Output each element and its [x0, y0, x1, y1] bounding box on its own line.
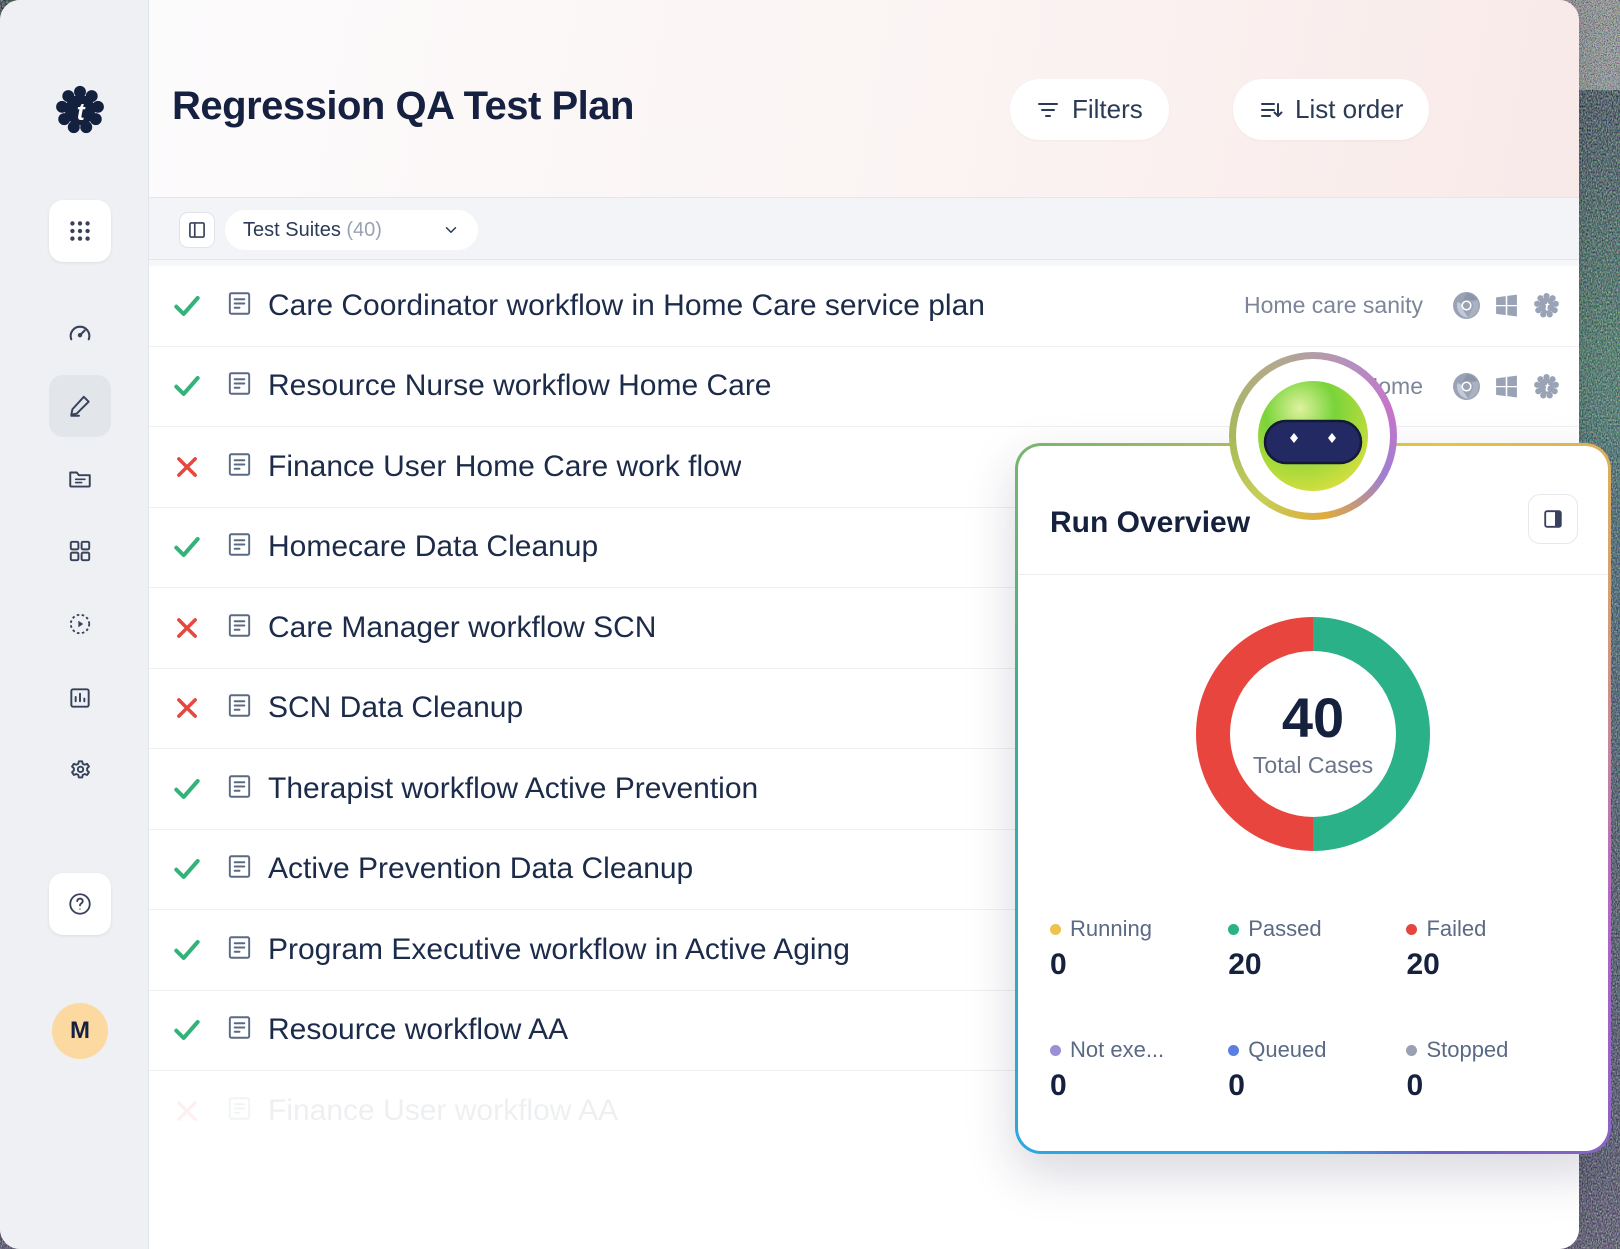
svg-text:t: t	[77, 99, 86, 126]
